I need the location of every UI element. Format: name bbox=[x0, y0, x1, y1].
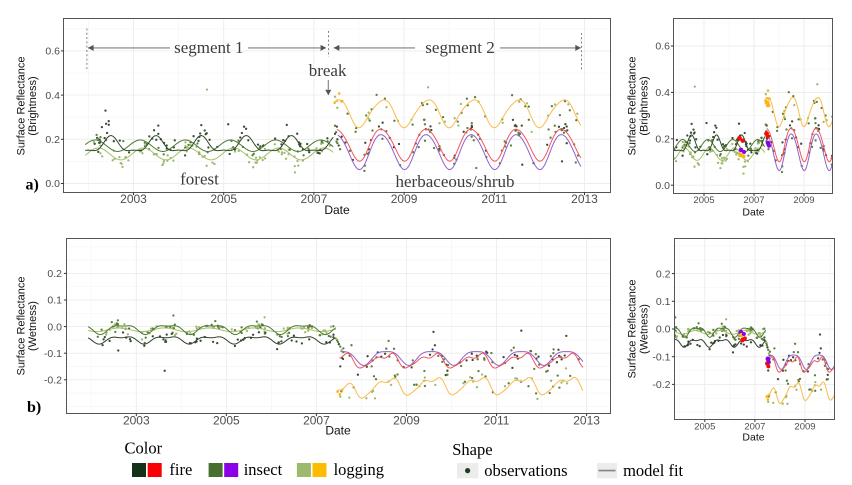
svg-text:0.2: 0.2 bbox=[47, 268, 62, 280]
svg-text:model fit: model fit bbox=[623, 461, 683, 480]
svg-text:0.0: 0.0 bbox=[45, 178, 60, 190]
svg-text:0.1: 0.1 bbox=[656, 296, 671, 308]
svg-text:2013: 2013 bbox=[571, 192, 598, 206]
svg-text:-0.2: -0.2 bbox=[652, 379, 670, 391]
svg-text:forest: forest bbox=[180, 170, 219, 189]
svg-text:2005: 2005 bbox=[693, 195, 714, 206]
svg-text:0.6: 0.6 bbox=[45, 46, 60, 58]
svg-text:0.6: 0.6 bbox=[655, 41, 670, 53]
svg-text:2005: 2005 bbox=[210, 192, 237, 206]
svg-text:2003: 2003 bbox=[120, 192, 147, 206]
svg-text:2009: 2009 bbox=[794, 421, 815, 432]
svg-text:0.2: 0.2 bbox=[655, 134, 670, 146]
svg-text:0.2: 0.2 bbox=[656, 268, 671, 280]
svg-text:observations: observations bbox=[484, 461, 567, 480]
svg-text:segment 2: segment 2 bbox=[425, 38, 494, 57]
svg-text:-0.1: -0.1 bbox=[44, 348, 62, 360]
svg-text:2009: 2009 bbox=[391, 192, 418, 206]
svg-text:Date: Date bbox=[742, 431, 764, 443]
svg-text:b): b) bbox=[27, 399, 41, 416]
svg-text:(Brightness): (Brightness) bbox=[27, 76, 39, 135]
svg-text:Color: Color bbox=[125, 439, 163, 458]
svg-text:0.1: 0.1 bbox=[47, 295, 62, 307]
svg-text:0.4: 0.4 bbox=[655, 87, 670, 99]
svg-text:0.0: 0.0 bbox=[656, 324, 671, 336]
svg-text:2007: 2007 bbox=[744, 421, 765, 432]
svg-text:2009: 2009 bbox=[793, 195, 814, 206]
svg-text:2007: 2007 bbox=[301, 192, 328, 206]
svg-text:0.0: 0.0 bbox=[47, 321, 62, 333]
svg-text:Date: Date bbox=[325, 424, 351, 438]
svg-text:2009: 2009 bbox=[393, 413, 420, 427]
svg-text:2013: 2013 bbox=[573, 413, 600, 427]
svg-text:0.2: 0.2 bbox=[45, 134, 60, 146]
svg-text:2011: 2011 bbox=[484, 413, 510, 427]
svg-text:herbaceous/shrub: herbaceous/shrub bbox=[396, 172, 515, 191]
svg-text:-0.1: -0.1 bbox=[652, 351, 670, 363]
svg-text:Surface Reflectance: Surface Reflectance bbox=[15, 56, 27, 155]
svg-text:2007: 2007 bbox=[303, 413, 330, 427]
svg-text:logging: logging bbox=[334, 460, 384, 479]
svg-text:2007: 2007 bbox=[743, 195, 764, 206]
svg-text:2003: 2003 bbox=[123, 413, 150, 427]
svg-text:-0.2: -0.2 bbox=[44, 375, 62, 387]
svg-text:0.4: 0.4 bbox=[45, 90, 60, 102]
svg-text:Shape: Shape bbox=[452, 440, 492, 459]
svg-text:(Wetness): (Wetness) bbox=[638, 304, 650, 354]
svg-text:2005: 2005 bbox=[213, 413, 240, 427]
svg-text:insect: insect bbox=[244, 460, 283, 479]
svg-text:fire: fire bbox=[169, 460, 192, 479]
svg-text:Surface Reflectance: Surface Reflectance bbox=[627, 279, 639, 378]
svg-text:Surface Reflectance: Surface Reflectance bbox=[627, 56, 639, 155]
svg-text:(Brightness): (Brightness) bbox=[638, 76, 650, 135]
svg-text:Surface Reflectance: Surface Reflectance bbox=[15, 276, 27, 375]
svg-text:2011: 2011 bbox=[481, 192, 507, 206]
svg-text:break: break bbox=[309, 61, 347, 80]
svg-text:a): a) bbox=[26, 177, 39, 194]
svg-text:Date: Date bbox=[742, 206, 764, 218]
svg-text:0.0: 0.0 bbox=[655, 180, 670, 192]
svg-text:Date: Date bbox=[324, 203, 350, 217]
svg-text:segment 1: segment 1 bbox=[174, 38, 243, 57]
svg-text:2005: 2005 bbox=[694, 421, 715, 432]
svg-text:(Wetness): (Wetness) bbox=[27, 301, 39, 351]
